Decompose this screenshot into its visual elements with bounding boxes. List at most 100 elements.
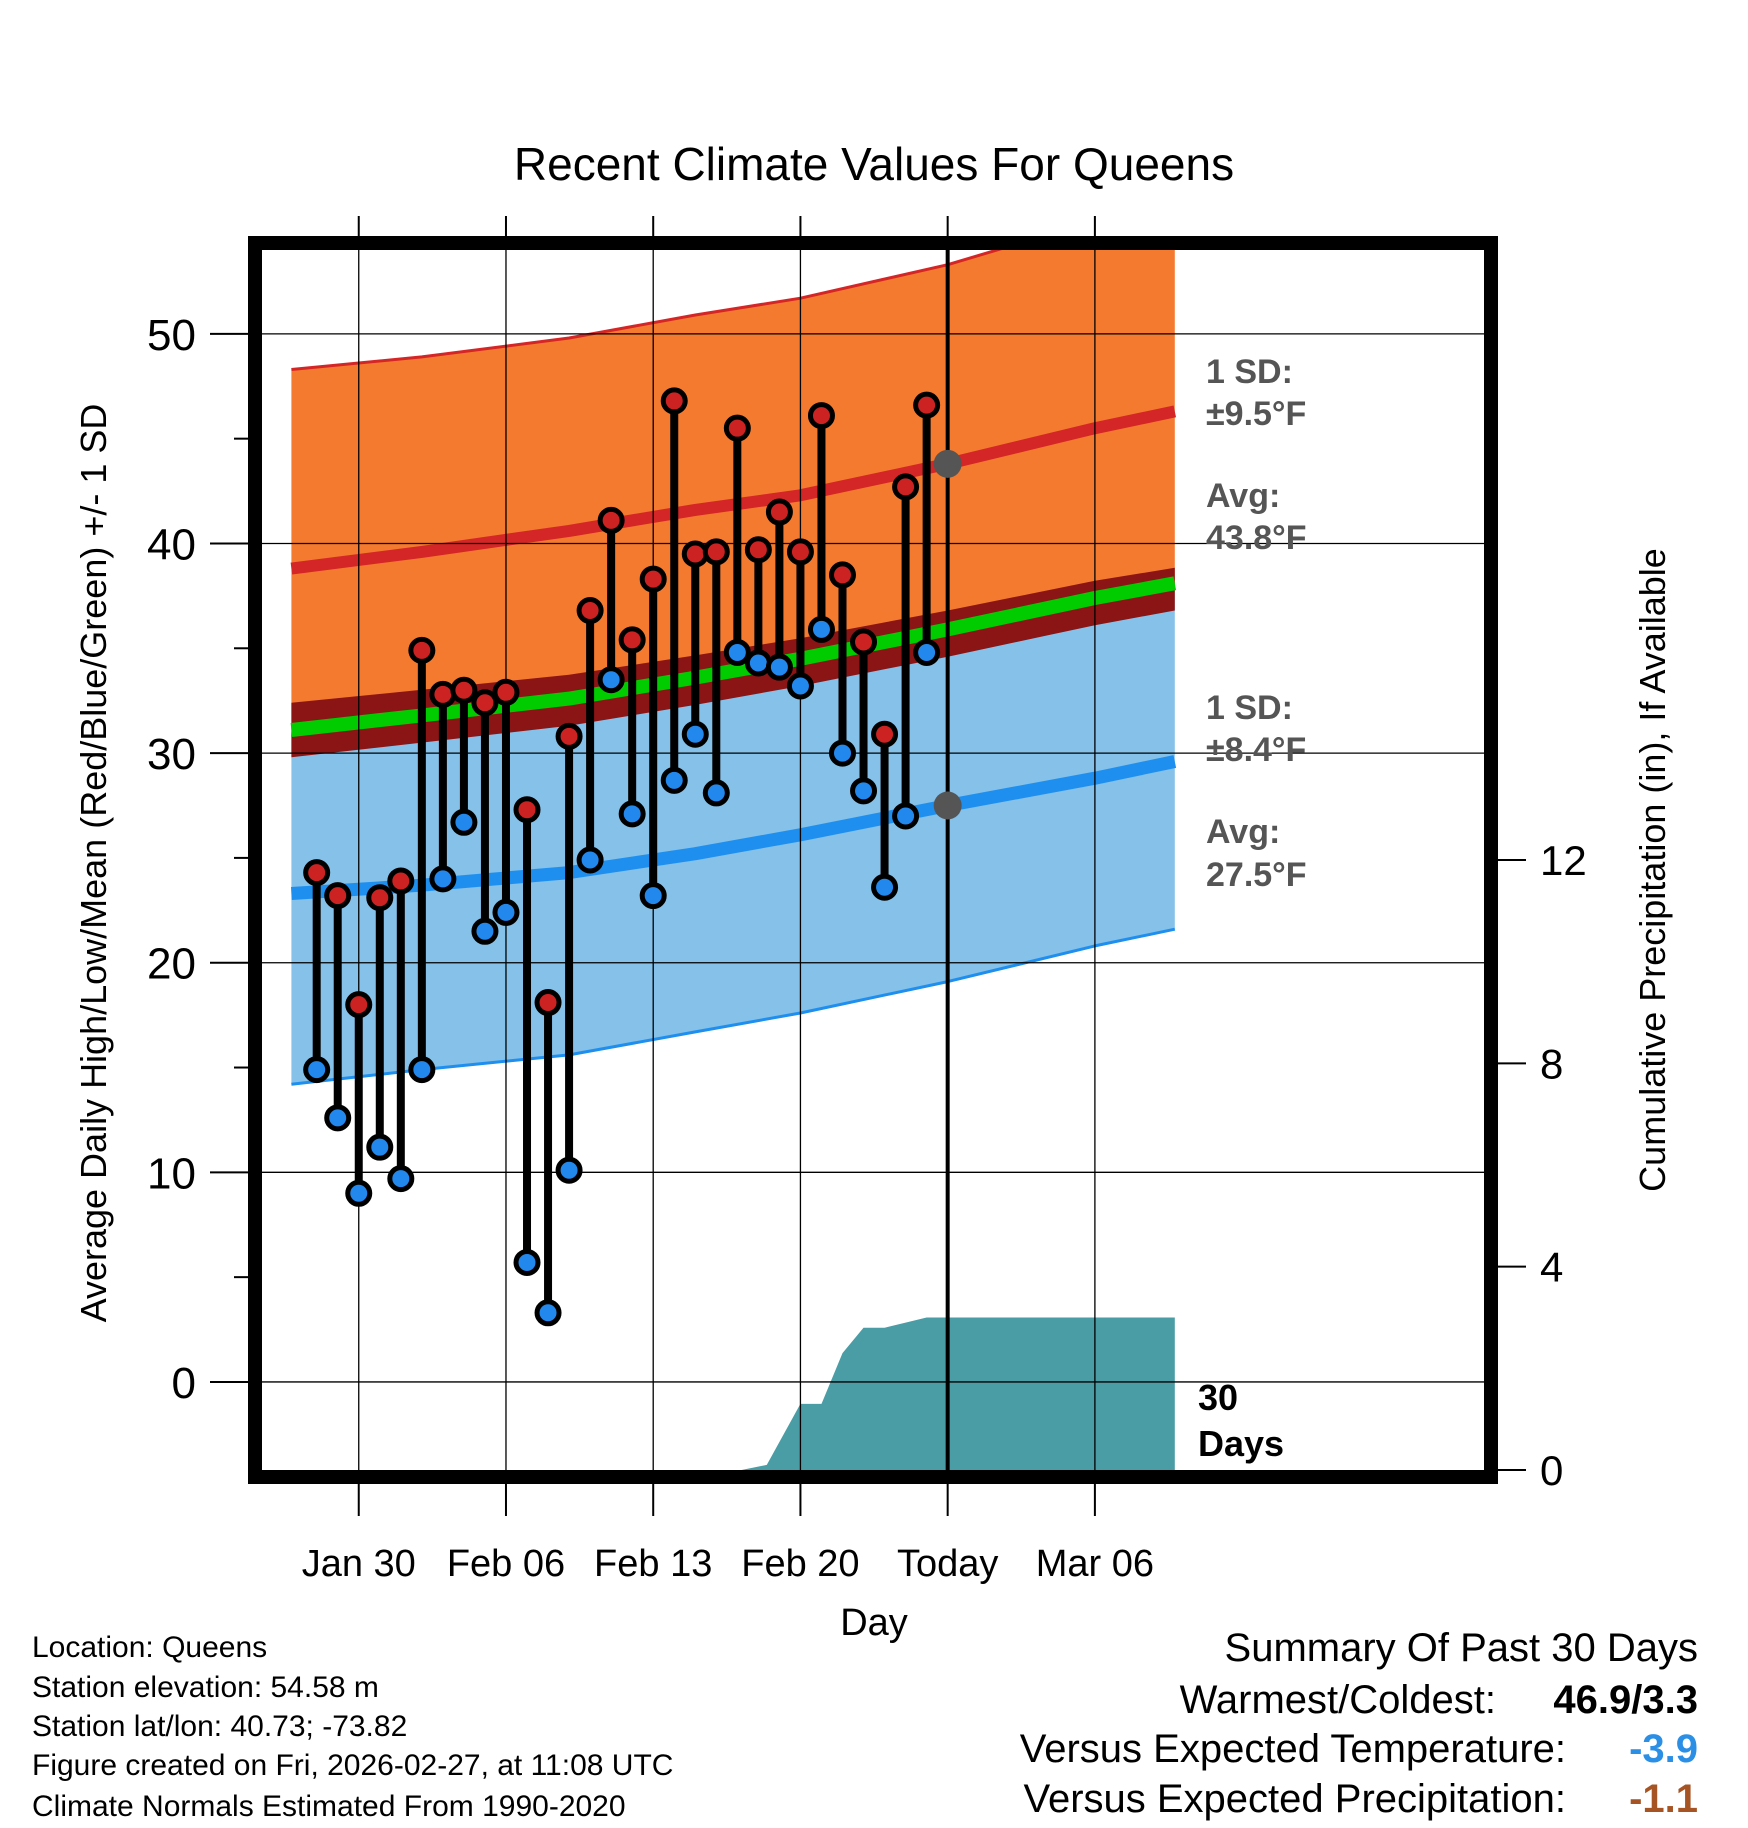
summary-warmest-value: 46.9/3.3: [1553, 1678, 1698, 1722]
x-tick-label: Jan 30: [302, 1543, 416, 1585]
high-point: [871, 720, 899, 748]
high-point: [913, 391, 941, 419]
high-point: [387, 867, 415, 895]
plot-frame: [248, 236, 1498, 1484]
low-point: [471, 917, 499, 945]
low-point: [345, 1179, 373, 1207]
high-point: [744, 536, 772, 564]
high-point: [807, 402, 835, 430]
x-tick-label: Feb 13: [594, 1543, 712, 1585]
x-tick-label: Feb 06: [447, 1543, 565, 1585]
low-point: [660, 766, 688, 794]
y-tick-label: 50: [147, 311, 196, 360]
info-latlon: Station lat/lon: 40.73; -73.82: [32, 1710, 408, 1743]
high-avg-label: Avg:: [1206, 477, 1280, 515]
summary-temp-label: Versus Expected Temperature:: [1019, 1727, 1566, 1771]
summary-precip-value: -1.1: [1629, 1777, 1698, 1821]
high-sd-label: 1 SD:: [1206, 353, 1293, 391]
low-point: [871, 873, 899, 901]
high-point: [429, 680, 457, 708]
high-point: [660, 387, 688, 415]
precip-days-number: 30: [1198, 1377, 1238, 1418]
y-tick-label: 30: [147, 730, 196, 779]
x-axis-label: Day: [840, 1602, 908, 1644]
high-upper-sd-line: [291, 250, 1003, 371]
high-point: [555, 722, 583, 750]
low-point: [534, 1299, 562, 1327]
low-point: [913, 638, 941, 666]
low-point: [450, 808, 478, 836]
y2-tick-label: 8: [1540, 1040, 1563, 1087]
high-point: [618, 626, 646, 654]
low-point: [408, 1056, 436, 1084]
low-point: [429, 865, 457, 893]
low-point: [324, 1104, 352, 1132]
high-point: [639, 565, 667, 593]
low-point: [387, 1165, 415, 1193]
low-sd-label: 1 SD:: [1206, 689, 1293, 727]
summary-temp-value: -3.9: [1629, 1727, 1698, 1771]
low-point: [892, 802, 920, 830]
low-point: [303, 1056, 331, 1084]
high-point: [492, 678, 520, 706]
low-sd-value: ±8.4°F: [1206, 731, 1306, 769]
high-avg-value: 43.8°F: [1206, 519, 1307, 557]
today-high-normal-marker: [933, 449, 962, 478]
y-tick-label: 0: [172, 1359, 196, 1408]
y-axis-label: Average Daily High/Low/Mean (Red/Blue/Gr…: [73, 404, 114, 1323]
low-point: [786, 672, 814, 700]
low-avg-value: 27.5°F: [1206, 856, 1307, 894]
summary-precip-label: Versus Expected Precipitation:: [1023, 1777, 1566, 1821]
y2-tick-label: 12: [1540, 837, 1587, 884]
x-tick-label: Feb 20: [741, 1543, 859, 1585]
high-point: [366, 884, 394, 912]
precip-days-label: Days: [1198, 1423, 1284, 1464]
low-point: [576, 846, 604, 874]
low-point: [555, 1156, 583, 1184]
high-point: [345, 991, 373, 1019]
x-tick-label: Mar 06: [1036, 1543, 1154, 1585]
high-point: [850, 628, 878, 656]
y2-axis-label: Cumulative Precipitation (in), If Availa…: [1632, 548, 1673, 1192]
high-point: [786, 538, 814, 566]
high-point: [597, 506, 625, 534]
low-point: [744, 649, 772, 677]
high-point: [892, 473, 920, 501]
info-normals: Climate Normals Estimated From 1990-2020: [32, 1790, 626, 1823]
high-point: [702, 538, 730, 566]
y-tick-label: 40: [147, 520, 196, 569]
x-tick-label: Today: [897, 1543, 998, 1585]
y-tick-label: 10: [147, 1149, 196, 1198]
info-location: Location: Queens: [32, 1631, 268, 1664]
high-point: [829, 561, 857, 589]
y-tick-label: 20: [147, 940, 196, 989]
precipitation-area: [291, 1317, 1175, 1470]
high-point: [324, 882, 352, 910]
info-elevation: Station elevation: 54.58 m: [32, 1671, 379, 1704]
low-point: [807, 615, 835, 643]
mean-lower-dark-band: [291, 583, 1175, 758]
normal-high-line: [290, 405, 1177, 575]
low-point: [639, 882, 667, 910]
high-point: [408, 636, 436, 664]
high-point: [471, 689, 499, 717]
summary-title: Summary Of Past 30 Days: [1224, 1626, 1698, 1670]
summary-warmest-label: Warmest/Coldest:: [1179, 1678, 1496, 1722]
chart-title: Recent Climate Values For Queens: [514, 138, 1234, 190]
low-point: [597, 666, 625, 694]
high-point: [513, 796, 541, 824]
low-point: [513, 1248, 541, 1276]
y2-tick-label: 0: [1540, 1447, 1563, 1494]
low-point: [829, 739, 857, 767]
low-point: [702, 779, 730, 807]
low-point: [492, 898, 520, 926]
high-point: [765, 498, 793, 526]
low-point: [366, 1133, 394, 1161]
high-point: [723, 414, 751, 442]
low-point: [765, 653, 793, 681]
high-point: [450, 676, 478, 704]
low-point: [850, 777, 878, 805]
high-point: [576, 597, 604, 625]
low-lower-sd-line: [291, 927, 1176, 1086]
